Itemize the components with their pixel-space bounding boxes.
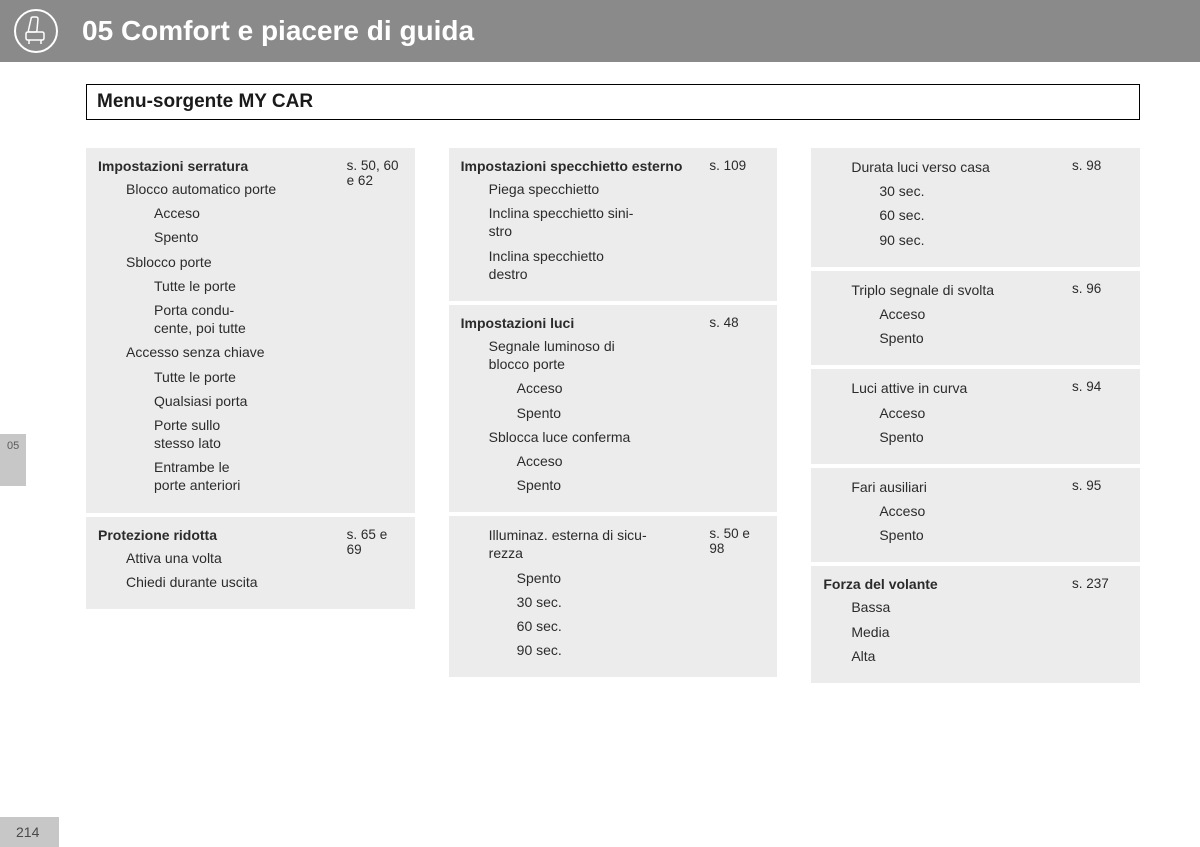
block-header: Forza del volante — [823, 576, 1066, 592]
block-content: Luci attive in curva Acceso Spento — [823, 379, 1066, 452]
menu-item: Triplo segnale di svolta — [823, 281, 1066, 299]
menu-item: Inclina specchietto destro — [461, 247, 704, 283]
page-reference: s. 96 — [1066, 281, 1128, 354]
menu-item: Porte sullo stesso lato — [98, 416, 341, 452]
menu-item: Spento — [823, 329, 1066, 347]
menu-item: Attiva una volta — [98, 549, 341, 567]
menu-block: Triplo segnale di svolta Acceso Spentos. 9… — [811, 271, 1140, 366]
column-1: Impostazioni serratura Blocco automatico … — [86, 148, 415, 687]
menu-item: Spento — [461, 404, 704, 422]
page-reference: s. 95 — [1066, 478, 1128, 551]
menu-item: Chiedi durante uscita — [98, 573, 341, 591]
block-content: Illuminaz. esterna di sicu- rezza Spento 3… — [461, 526, 704, 665]
menu-item: 60 sec. — [823, 206, 1066, 224]
page-reference: s. 109 — [703, 158, 765, 289]
chapter-title-text: Comfort e piacere di guida — [121, 15, 474, 46]
page-reference: s. 98 — [1066, 158, 1128, 255]
menu-item: Acceso — [823, 502, 1066, 520]
chapter-title: 05 Comfort e piacere di guida — [82, 15, 474, 47]
block-content: Forza del volante Bassa Media Alta — [823, 576, 1066, 671]
column-3: Durata luci verso casa 30 sec. 60 sec. 90 s… — [811, 148, 1140, 687]
menu-item: 90 sec. — [823, 231, 1066, 249]
menu-item: Acceso — [461, 379, 704, 397]
menu-block: Impostazioni luci Segnale luminoso di blo… — [449, 305, 778, 512]
menu-item: Porta condu- cente, poi tutte — [98, 301, 341, 337]
menu-item: Spento — [461, 476, 704, 494]
menu-item: Accesso senza chiave — [98, 343, 341, 361]
menu-item: Acceso — [823, 404, 1066, 422]
menu-item: Media — [823, 623, 1066, 641]
menu-item: Illuminaz. esterna di sicu- rezza — [461, 526, 704, 562]
menu-item: Tutte le porte — [98, 277, 341, 295]
menu-item: Sblocca luce conferma — [461, 428, 704, 446]
block-content: Impostazioni specchietto esterno Piega sp… — [461, 158, 704, 289]
menu-item: Blocco automatico porte — [98, 180, 341, 198]
menu-item: Segnale luminoso di blocco porte — [461, 337, 704, 373]
side-chapter-tab: 05 — [0, 434, 26, 486]
section-title: Menu-sorgente MY CAR — [97, 91, 1129, 113]
menu-block: Impostazioni serratura Blocco automatico … — [86, 148, 415, 513]
block-content: Fari ausiliari Acceso Spento — [823, 478, 1066, 551]
menu-block: Durata luci verso casa 30 sec. 60 sec. 90 s… — [811, 148, 1140, 267]
menu-item: Bassa — [823, 598, 1066, 616]
block-header: Protezione ridotta — [98, 527, 341, 543]
column-2: Impostazioni specchietto esterno Piega sp… — [449, 148, 778, 687]
menu-item: Acceso — [98, 204, 341, 222]
content-columns: Impostazioni serratura Blocco automatico … — [86, 148, 1140, 687]
menu-block: Fari ausiliari Acceso Spentos. 95 — [811, 468, 1140, 563]
menu-block: Protezione ridotta Attiva una volta Chiedi… — [86, 517, 415, 609]
menu-item: Fari ausiliari — [823, 478, 1066, 496]
menu-block: Luci attive in curva Acceso Spentos. 94 — [811, 369, 1140, 464]
block-header: Impostazioni serratura — [98, 158, 341, 174]
menu-item: Piega specchietto — [461, 180, 704, 198]
block-content: Triplo segnale di svolta Acceso Spento — [823, 281, 1066, 354]
menu-block: Impostazioni specchietto esterno Piega sp… — [449, 148, 778, 301]
menu-item: Durata luci verso casa — [823, 158, 1066, 176]
menu-item: Acceso — [823, 305, 1066, 323]
page-reference: s. 65 e 69 — [341, 527, 403, 597]
menu-item: Tutte le porte — [98, 368, 341, 386]
menu-item: Spento — [98, 228, 341, 246]
menu-item: 30 sec. — [823, 182, 1066, 200]
menu-item: 30 sec. — [461, 593, 704, 611]
page-reference: s. 237 — [1066, 576, 1128, 671]
block-header: Impostazioni specchietto esterno — [461, 158, 704, 174]
block-content: Impostazioni luci Segnale luminoso di blo… — [461, 315, 704, 500]
section-title-box: Menu-sorgente MY CAR — [86, 84, 1140, 120]
menu-item: Qualsiasi porta — [98, 392, 341, 410]
menu-block: Illuminaz. esterna di sicu- rezza Spento 3… — [449, 516, 778, 677]
menu-item: Entrambe le porte anteriori — [98, 458, 341, 494]
menu-block: Forza del volante Bassa Media Altas. 237 — [811, 566, 1140, 683]
block-content: Durata luci verso casa 30 sec. 60 sec. 90 s… — [823, 158, 1066, 255]
page-reference: s. 94 — [1066, 379, 1128, 452]
menu-item: Acceso — [461, 452, 704, 470]
menu-item: Sblocco porte — [98, 253, 341, 271]
menu-item: Inclina specchietto sini- stro — [461, 204, 704, 240]
seat-icon — [14, 9, 58, 53]
chapter-num-text: 05 — [82, 15, 113, 46]
block-content: Protezione ridotta Attiva una volta Chiedi… — [98, 527, 341, 597]
menu-item: Spento — [823, 428, 1066, 446]
chapter-header: 05 Comfort e piacere di guida — [0, 0, 1200, 62]
menu-item: Spento — [461, 569, 704, 587]
block-content: Impostazioni serratura Blocco automatico … — [98, 158, 341, 501]
page-reference: s. 50 e 98 — [703, 526, 765, 665]
page-number: 214 — [0, 817, 59, 847]
block-header: Impostazioni luci — [461, 315, 704, 331]
page-reference: s. 48 — [703, 315, 765, 500]
menu-item: 90 sec. — [461, 641, 704, 659]
menu-item: Spento — [823, 526, 1066, 544]
menu-item: 60 sec. — [461, 617, 704, 635]
menu-item: Alta — [823, 647, 1066, 665]
menu-item: Luci attive in curva — [823, 379, 1066, 397]
page-reference: s. 50, 60 e 62 — [341, 158, 403, 501]
